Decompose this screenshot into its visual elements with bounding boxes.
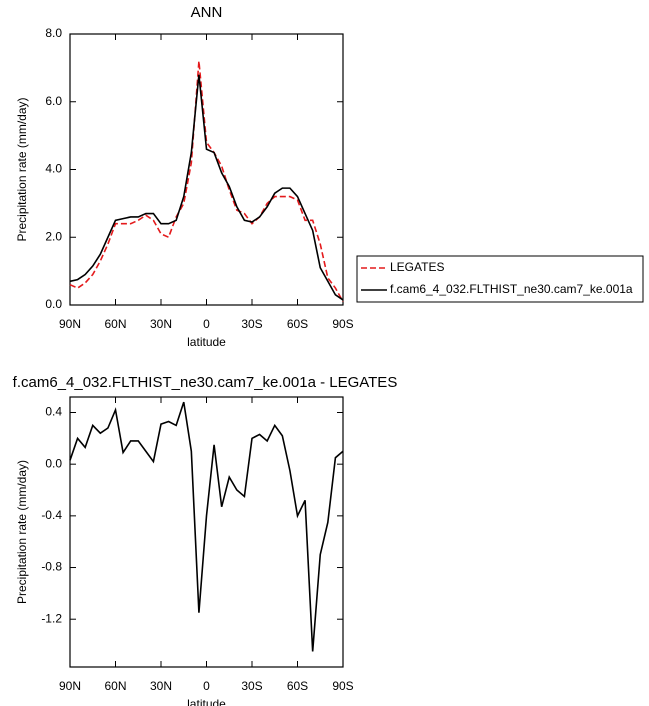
x-axis-label: latitude (187, 697, 226, 706)
x-tick-label: 90S (332, 679, 353, 693)
data-line (69, 401, 344, 652)
x-tick-label: 60N (104, 317, 126, 331)
x-tick-label: 90S (332, 317, 353, 331)
y-tick-label: -1.2 (41, 611, 62, 625)
y-tick-label: -0.4 (41, 508, 62, 522)
plot-frame (69, 33, 344, 306)
data-line (69, 61, 344, 303)
y-tick-label: 6.0 (45, 94, 62, 108)
x-tick-label: 60S (287, 317, 308, 331)
x-tick-label: 30S (241, 679, 262, 693)
x-tick-label: 30S (241, 317, 262, 331)
y-tick-label: 0.4 (45, 405, 62, 419)
chart-title: f.cam6_4_032.FLTHIST_ne30.cam7_ke.001a -… (13, 374, 398, 391)
x-tick-label: 0 (203, 317, 210, 331)
y-tick-label: -0.8 (41, 560, 62, 574)
x-tick-label: 30N (150, 679, 172, 693)
y-tick-label: 8.0 (45, 26, 62, 40)
x-tick-label: 60N (104, 679, 126, 693)
y-axis-label: Precipitation rate (mm/day) (15, 97, 29, 241)
legend-box (356, 255, 644, 303)
y-tick-label: 0.0 (45, 456, 62, 470)
x-tick-label: 0 (203, 679, 210, 693)
x-tick-label: 60S (287, 679, 308, 693)
y-tick-label: 2.0 (45, 229, 62, 243)
y-tick-label: 4.0 (45, 162, 62, 176)
data-line (69, 74, 344, 301)
y-tick-label: 0.0 (45, 297, 62, 311)
chart-title: ANN (191, 4, 223, 21)
x-axis-label: latitude (187, 335, 226, 349)
plot-frame (69, 396, 344, 668)
legend-label: LEGATES (390, 260, 444, 274)
x-tick-label: 90N (59, 317, 81, 331)
x-tick-label: 30N (150, 317, 172, 331)
y-axis-label: Precipitation rate (mm/day) (15, 460, 29, 604)
legend-label: f.cam6_4_032.FLTHIST_ne30.cam7_ke.001a (390, 282, 633, 296)
x-tick-label: 90N (59, 679, 81, 693)
